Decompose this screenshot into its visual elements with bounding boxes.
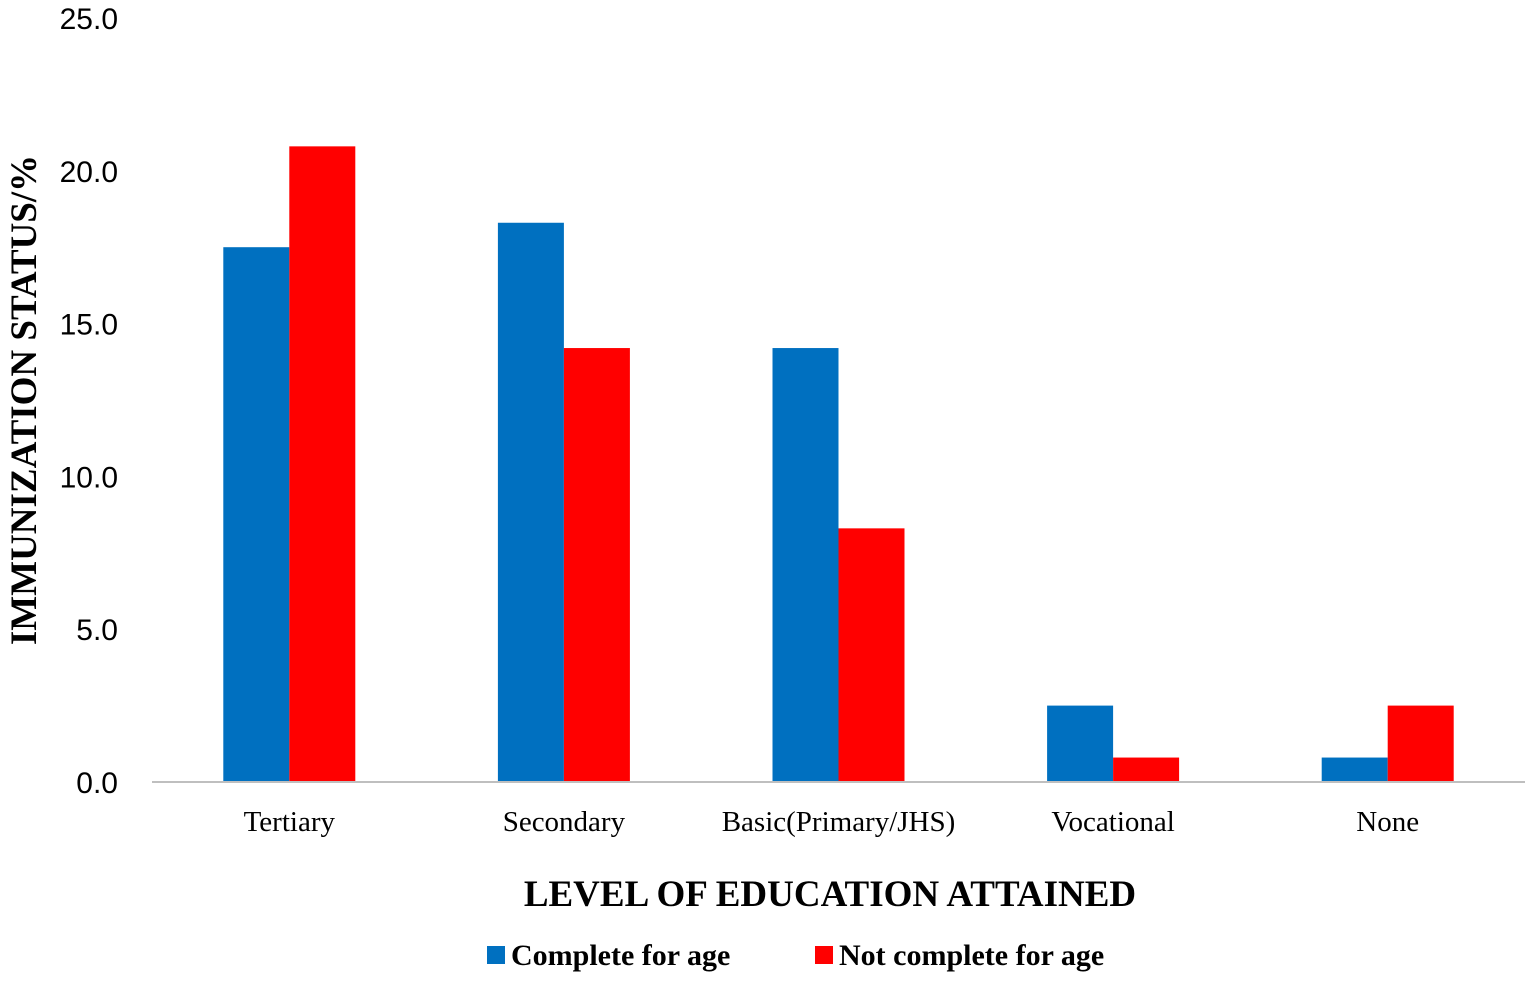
legend-swatch-1 (815, 946, 833, 964)
legend-label-0: Complete for age (511, 939, 730, 972)
y-tick-label: 20.0 (60, 156, 118, 189)
x-tick-label: Tertiary (244, 806, 336, 838)
y-tick-label: 5.0 (76, 614, 118, 647)
bar-not-complete-4 (1387, 705, 1454, 782)
x-tick-label: Basic(Primary/JHS) (722, 806, 956, 838)
y-tick-label: 10.0 (60, 461, 118, 494)
legend-swatch-0 (487, 946, 505, 964)
y-tick-label: 15.0 (60, 309, 118, 342)
bar-complete-3 (1047, 705, 1114, 782)
bar-complete-0 (223, 247, 290, 782)
bar-complete-1 (497, 222, 564, 782)
bar-complete-2 (772, 348, 839, 782)
bar-complete-4 (1321, 757, 1388, 782)
x-axis-tick-labels: Tertiary Secondary Basic(Primary/JHS) Vocat… (244, 806, 1420, 838)
bar-not-complete-1 (563, 348, 630, 782)
y-tick-label: 0.0 (76, 767, 118, 800)
y-axis-title: IMMUNIZATION STATUS/% (4, 155, 45, 645)
x-tick-label: Vocational (1051, 806, 1175, 838)
bar-not-complete-2 (838, 528, 905, 782)
y-tick-label: 25.0 (60, 3, 118, 36)
y-axis-ticks: 0.0 5.0 10.0 15.0 20.0 25.0 (60, 3, 118, 800)
x-tick-label: None (1356, 806, 1419, 838)
bar-not-complete-3 (1113, 757, 1180, 782)
x-tick-label: Secondary (503, 806, 626, 838)
bar-not-complete-0 (289, 146, 356, 783)
bar-series (223, 146, 1454, 783)
x-axis-title: LEVEL OF EDUCATION ATTAINED (524, 874, 1136, 915)
legend: Complete for age Not complete for age (487, 939, 1104, 972)
legend-label-1: Not complete for age (839, 939, 1104, 972)
